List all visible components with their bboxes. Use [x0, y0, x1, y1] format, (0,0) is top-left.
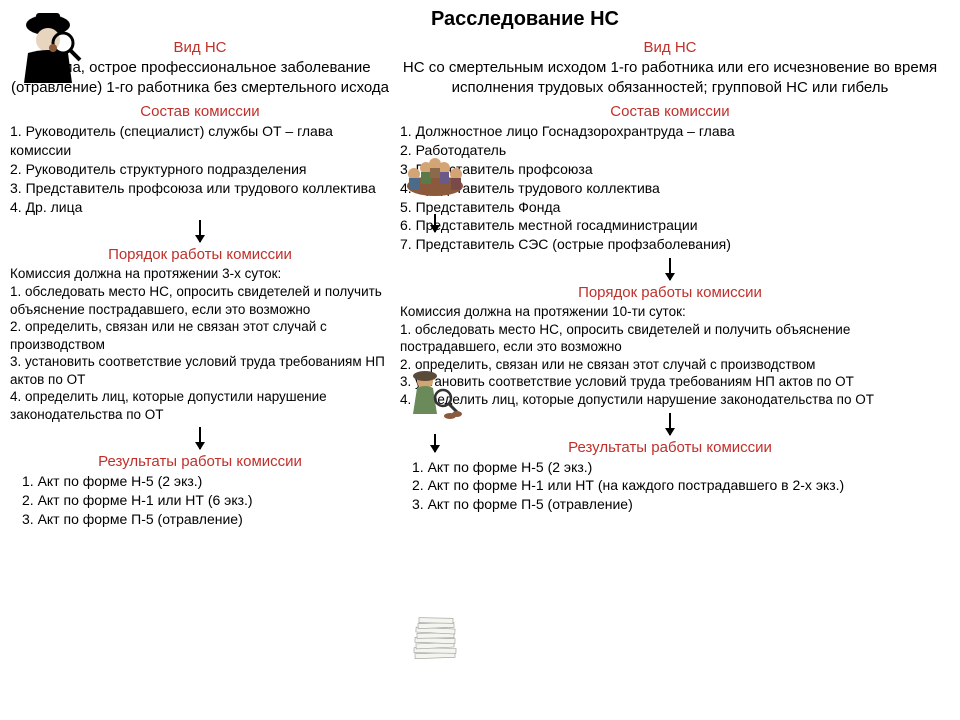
vid-label-right: Вид НС — [400, 39, 940, 56]
rezultaty-label-left: Результаты работы комиссии — [10, 453, 390, 470]
left-column: Вид НС Травма, острое профессиональное з… — [10, 35, 390, 529]
left-commission: 1. Руководитель (специалист) службы ОТ –… — [10, 122, 390, 216]
arrow-2-left — [10, 427, 390, 449]
right-results: 1. Акт по форме Н-5 (2 экз.) 2. Акт по ф… — [400, 458, 940, 515]
right-procedure: Комиссия должна на протяжении 10-ти суто… — [400, 303, 940, 408]
meeting-icon — [400, 156, 470, 204]
arrow-2-right — [400, 413, 940, 435]
right-column: Вид НС НС со смертельным исходом 1-го ра… — [400, 35, 940, 529]
left-results: 1. Акт по форме Н-5 (2 экз.) 2. Акт по ф… — [10, 472, 390, 529]
poryadok-label-right: Порядок работы комиссии — [400, 284, 940, 301]
arrow-1-right — [400, 258, 940, 280]
poryadok-label-left: Порядок работы комиссии — [10, 246, 390, 263]
detective-icon — [10, 5, 90, 85]
two-column-layout: Вид НС Травма, острое профессиональное з… — [0, 31, 960, 529]
arrow-1-left — [10, 220, 390, 242]
sostav-label-right: Состав комиссии — [400, 103, 940, 120]
left-procedure: Комиссия должна на протяжении 3-х суток:… — [10, 265, 390, 423]
center-icons — [395, 150, 475, 680]
papers-icon — [405, 611, 465, 674]
page-title: Расследование НС — [0, 0, 960, 31]
rezultaty-label-right: Результаты работы комиссии — [400, 439, 940, 456]
sostav-label-left: Состав комиссии — [10, 103, 390, 120]
investigator-icon — [405, 366, 465, 424]
right-type-text: НС со смертельным исходом 1-го работника… — [400, 58, 940, 97]
right-commission: 1. Должностное лицо Госнадзорохрантруда … — [400, 122, 940, 254]
